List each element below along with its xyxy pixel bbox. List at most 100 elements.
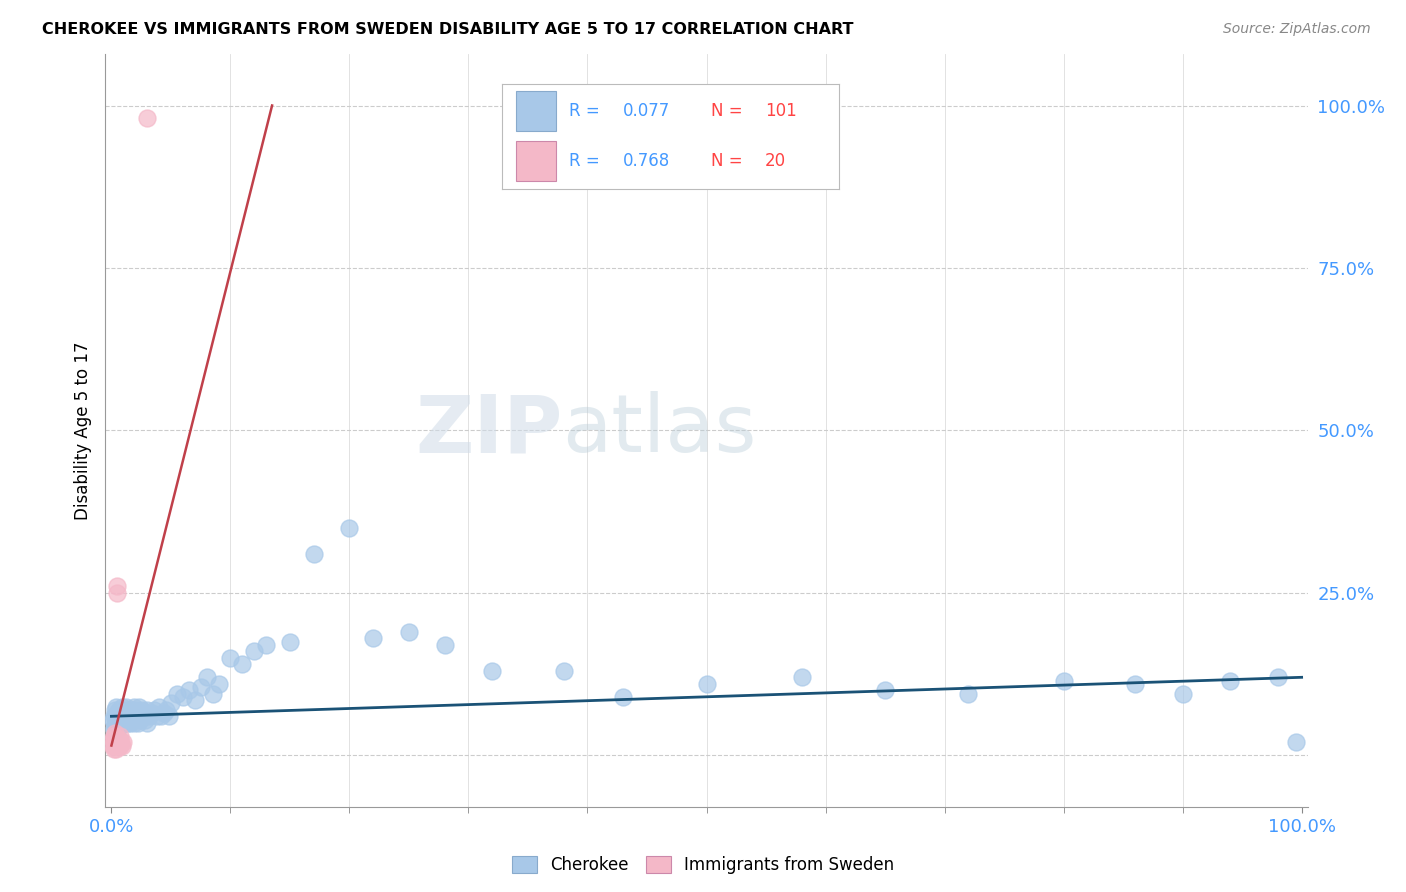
Point (105, 706, 128, 720)
Point (148, 699, 170, 714)
Point (190, 680, 212, 694)
Point (105, 699, 128, 714)
Point (278, 634, 301, 648)
Point (231, 657, 253, 672)
Point (128, 699, 150, 714)
Point (128, 709, 150, 723)
Point (125, 709, 148, 723)
Point (207, 677, 229, 691)
Point (177, 683, 200, 698)
Point (101, 739, 124, 753)
Point (361, 632, 384, 646)
Point (115, 713, 138, 727)
Point (104, 739, 127, 753)
Text: atlas: atlas (562, 392, 756, 469)
Point (243, 644, 266, 658)
Point (131, 703, 153, 717)
Point (111, 715, 134, 730)
Point (1285, 735, 1308, 749)
Point (118, 713, 141, 727)
Point (107, 709, 129, 723)
Point (398, 624, 420, 639)
Point (172, 690, 194, 704)
Point (103, 723, 125, 737)
Point (103, 735, 125, 749)
Point (134, 713, 156, 727)
Point (160, 696, 183, 710)
Point (105, 723, 128, 737)
Point (129, 706, 152, 720)
Point (1052, 673, 1074, 688)
Point (118, 706, 141, 720)
Point (107, 713, 129, 727)
Point (121, 703, 143, 717)
Point (112, 706, 135, 720)
Point (110, 703, 132, 717)
Point (108, 715, 131, 730)
Point (112, 713, 135, 727)
Point (125, 703, 148, 717)
Point (124, 706, 146, 720)
Point (104, 715, 127, 730)
Text: CHEROKEE VS IMMIGRANTS FROM SWEDEN DISABILITY AGE 5 TO 17 CORRELATION CHART: CHEROKEE VS IMMIGRANTS FROM SWEDEN DISAB… (42, 22, 853, 37)
Point (105, 715, 128, 730)
Point (873, 683, 896, 698)
Point (121, 713, 143, 727)
Point (110, 713, 132, 727)
Point (104, 719, 127, 733)
Point (104, 725, 127, 739)
Point (108, 739, 131, 753)
Point (136, 715, 159, 730)
Point (124, 713, 146, 727)
Point (957, 687, 980, 701)
Point (339, 521, 361, 535)
Point (433, 638, 456, 652)
Point (101, 732, 124, 747)
Point (103, 741, 125, 756)
Point (104, 735, 127, 749)
Point (105, 586, 128, 600)
Point (107, 739, 129, 753)
Point (696, 677, 718, 691)
Point (1123, 677, 1146, 691)
Point (105, 732, 128, 747)
Point (111, 699, 134, 714)
Point (120, 709, 142, 723)
Point (145, 709, 167, 723)
Point (136, 112, 159, 126)
Point (127, 715, 149, 730)
Legend: Cherokee, Immigrants from Sweden: Cherokee, Immigrants from Sweden (508, 851, 898, 880)
Point (135, 706, 157, 720)
Point (103, 729, 125, 743)
Point (138, 709, 160, 723)
Point (108, 729, 131, 743)
Point (114, 706, 136, 720)
Point (114, 715, 136, 730)
Point (166, 687, 188, 701)
Point (302, 547, 325, 561)
Point (1219, 673, 1241, 688)
Point (195, 670, 218, 684)
Point (112, 703, 135, 717)
Point (105, 709, 128, 723)
Y-axis label: Disability Age 5 to 17: Disability Age 5 to 17 (73, 341, 91, 520)
Text: ZIP: ZIP (415, 392, 562, 469)
Point (107, 732, 129, 747)
Point (110, 709, 132, 723)
Point (790, 670, 813, 684)
Point (136, 703, 159, 717)
Point (104, 703, 127, 717)
Point (150, 709, 173, 723)
Point (122, 715, 145, 730)
Point (481, 664, 503, 678)
Point (553, 664, 575, 678)
Point (115, 709, 138, 723)
Point (105, 741, 128, 756)
Point (114, 699, 136, 714)
Point (117, 715, 139, 730)
Point (152, 706, 174, 720)
Point (132, 709, 155, 723)
Point (219, 650, 242, 665)
Point (101, 713, 124, 727)
Point (120, 715, 142, 730)
